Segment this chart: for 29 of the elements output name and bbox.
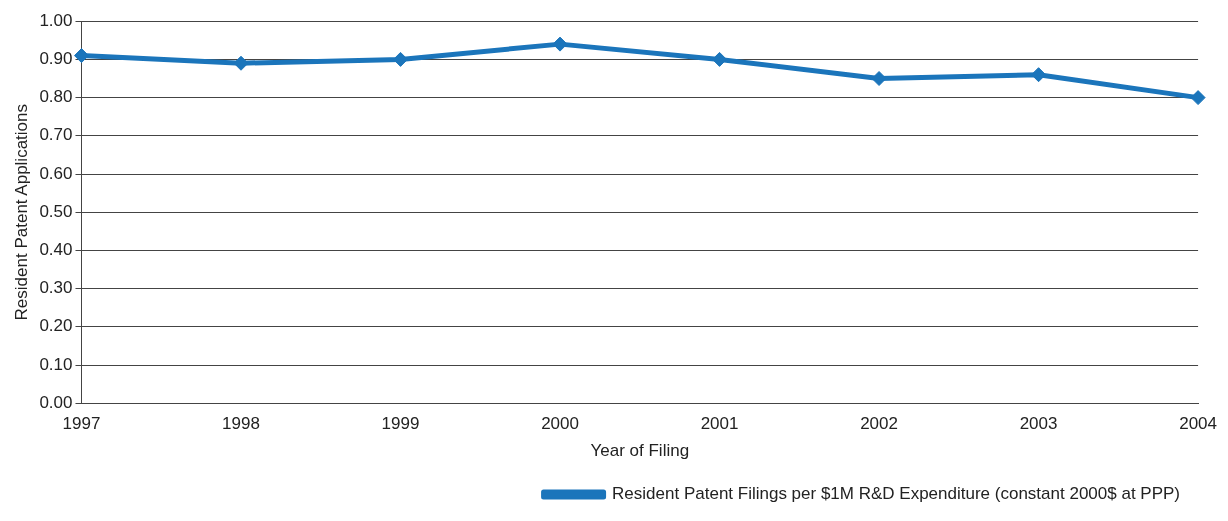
point <box>552 36 568 52</box>
y-axis-title: Resident Patent Applications <box>11 103 31 321</box>
y-tick-label: 0.10 <box>39 354 73 374</box>
y-tick-label: 0.70 <box>39 125 73 145</box>
y-tick-label: 0.40 <box>39 240 73 260</box>
x-axis-title: Year of Filing <box>590 441 690 461</box>
y-tick-label: 0.50 <box>39 201 73 221</box>
point <box>1031 67 1047 83</box>
point <box>712 51 728 67</box>
y-tick-label: 0.80 <box>39 87 73 107</box>
x-tick-label: 2002 <box>860 414 898 434</box>
x-tick-label: 2004 <box>1179 414 1217 434</box>
y-tick-label: 0.20 <box>39 316 73 336</box>
point <box>871 71 887 86</box>
point <box>73 48 89 64</box>
x-tick-label: 1998 <box>222 414 260 434</box>
y-tick-label: 1.00 <box>39 10 73 30</box>
y-tick-label: 0.60 <box>39 163 73 183</box>
x-tick-label: 2001 <box>700 414 739 434</box>
y-tick-label: 0.90 <box>39 49 73 69</box>
y-tick-label: 0.30 <box>39 278 73 298</box>
x-tick-label: 1997 <box>62 414 101 434</box>
point <box>1190 90 1206 106</box>
point <box>233 55 249 71</box>
x-tick-label: 1999 <box>381 414 420 434</box>
x-tick-label: 2000 <box>541 414 579 434</box>
legend-label: Resident Patent Filings per $1M R&D Expenditure (constant 2000$ at PPP) <box>612 484 1181 504</box>
y-tick-label: 0.00 <box>39 392 73 412</box>
x-tick-label: 2003 <box>1019 414 1058 434</box>
